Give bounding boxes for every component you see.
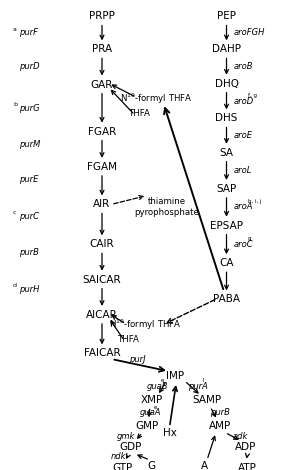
Text: aroC: aroC	[234, 240, 254, 249]
Text: aroB: aroB	[234, 62, 254, 71]
Text: purF: purF	[20, 28, 38, 38]
Text: N$^{10}$-formyl THFA: N$^{10}$-formyl THFA	[120, 92, 192, 106]
Text: guaB: guaB	[147, 382, 169, 391]
Text: AMP: AMP	[209, 421, 232, 431]
Text: aroFGH: aroFGH	[234, 28, 266, 38]
Text: ADP: ADP	[235, 442, 257, 453]
Text: DAHP: DAHP	[212, 44, 241, 55]
Text: FGAR: FGAR	[88, 126, 116, 137]
Text: A: A	[200, 461, 208, 470]
Text: SAP: SAP	[216, 184, 237, 194]
Text: l: l	[202, 378, 204, 383]
Text: PABA: PABA	[213, 294, 240, 305]
Text: purD: purD	[20, 62, 40, 71]
Text: purH: purH	[20, 284, 40, 294]
Text: AIR: AIR	[93, 199, 111, 210]
Text: DHS: DHS	[215, 113, 238, 124]
Text: THFA: THFA	[118, 335, 140, 344]
Text: CAIR: CAIR	[90, 239, 114, 250]
Text: guaA: guaA	[140, 408, 161, 417]
Text: AICAR: AICAR	[86, 310, 118, 320]
Text: ndk: ndk	[111, 452, 127, 462]
Text: GTP: GTP	[113, 462, 133, 470]
Text: g: g	[248, 236, 251, 241]
Text: d: d	[13, 283, 17, 288]
Text: aroA: aroA	[234, 202, 254, 212]
Text: PRA: PRA	[92, 44, 112, 55]
Text: gmk: gmk	[116, 431, 135, 441]
Text: IMP: IMP	[167, 371, 184, 381]
Text: pyrophosphate: pyrophosphate	[134, 208, 199, 218]
Text: PRPP: PRPP	[89, 11, 115, 22]
Text: ATP: ATP	[238, 462, 257, 470]
Text: purC: purC	[20, 212, 40, 221]
Text: SAICAR: SAICAR	[83, 274, 121, 285]
Text: adk: adk	[232, 431, 248, 441]
Text: PEP: PEP	[217, 11, 236, 22]
Text: e: e	[153, 405, 157, 409]
Text: SA: SA	[220, 148, 233, 158]
Text: a: a	[13, 27, 17, 31]
Text: c: c	[13, 210, 16, 215]
Text: N$^{10}$-formyl THFA: N$^{10}$-formyl THFA	[109, 318, 182, 332]
Text: f, g: f, g	[248, 94, 257, 98]
Text: aroL: aroL	[234, 166, 252, 175]
Text: purM: purM	[20, 140, 41, 149]
Text: GMP: GMP	[135, 421, 159, 431]
Text: aroE: aroE	[234, 131, 253, 140]
Text: FAICAR: FAICAR	[84, 348, 120, 359]
Text: aroD: aroD	[234, 97, 254, 106]
Text: XMP: XMP	[140, 395, 163, 406]
Text: GDP: GDP	[119, 442, 142, 453]
Text: SAMP: SAMP	[192, 395, 222, 406]
Text: purJ: purJ	[129, 355, 146, 364]
Text: FGAM: FGAM	[87, 162, 117, 172]
Text: THFA: THFA	[129, 109, 150, 118]
Text: purB: purB	[20, 248, 39, 257]
Text: h, i, j: h, i, j	[248, 199, 261, 204]
Text: CA: CA	[219, 258, 234, 268]
Text: purG: purG	[20, 103, 40, 113]
Text: GAR: GAR	[91, 79, 113, 90]
Text: Hx: Hx	[163, 428, 176, 439]
Text: e: e	[161, 378, 164, 383]
Text: b: b	[13, 102, 17, 107]
Text: purA: purA	[188, 382, 208, 391]
Text: purB: purB	[210, 408, 230, 417]
Text: G: G	[147, 461, 156, 470]
Text: EPSAP: EPSAP	[210, 220, 243, 231]
Text: thiamine: thiamine	[147, 196, 186, 206]
Text: purE: purE	[20, 175, 39, 184]
Text: DHQ: DHQ	[214, 78, 239, 89]
